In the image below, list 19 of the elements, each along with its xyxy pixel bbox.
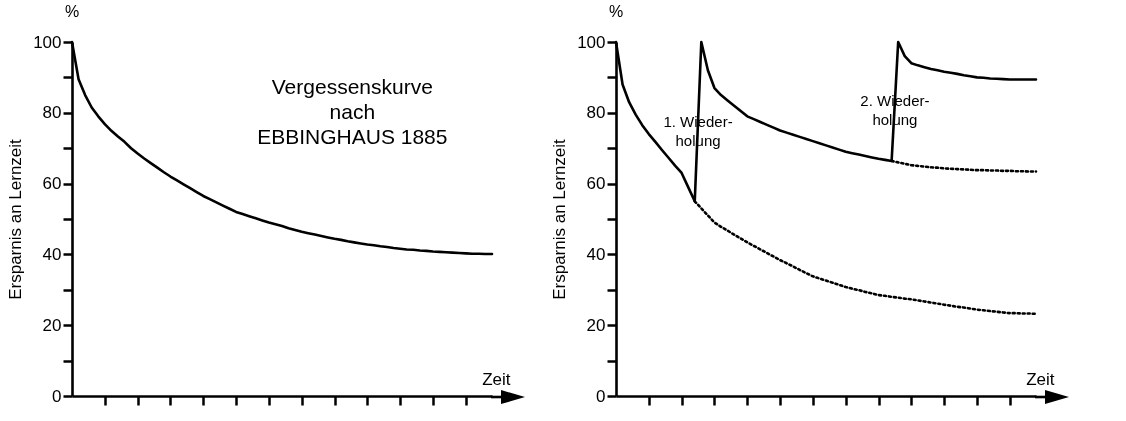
y-axis-title: Ersparnis an Lernzeit — [550, 138, 570, 300]
y-tick-label: 20 — [586, 315, 606, 335]
y-tick-label: 60 — [42, 174, 62, 194]
annotation: Vergessenskurve nach EBBINGHAUS 1885 — [257, 75, 448, 149]
x-axis-title: Zeit — [482, 369, 511, 389]
y-tick-label: 60 — [586, 174, 606, 194]
x-axis-title: Zeit — [1026, 369, 1055, 389]
y-tick-label: 0 — [52, 386, 62, 406]
y-tick-label: 40 — [586, 244, 606, 264]
y-tick-label: 0 — [596, 386, 606, 406]
y-tick-label: 80 — [586, 103, 606, 123]
y-tick-label: 80 — [42, 103, 62, 123]
y-tick-label: 20 — [42, 315, 62, 335]
text: % — [608, 3, 624, 20]
y-axis-title: Ersparnis an Lernzeit — [6, 138, 26, 300]
y-tick-label: 100 — [577, 32, 606, 52]
y-tick-label: 40 — [42, 244, 62, 264]
y-tick-label: 100 — [33, 32, 62, 52]
text: % — [64, 3, 80, 20]
